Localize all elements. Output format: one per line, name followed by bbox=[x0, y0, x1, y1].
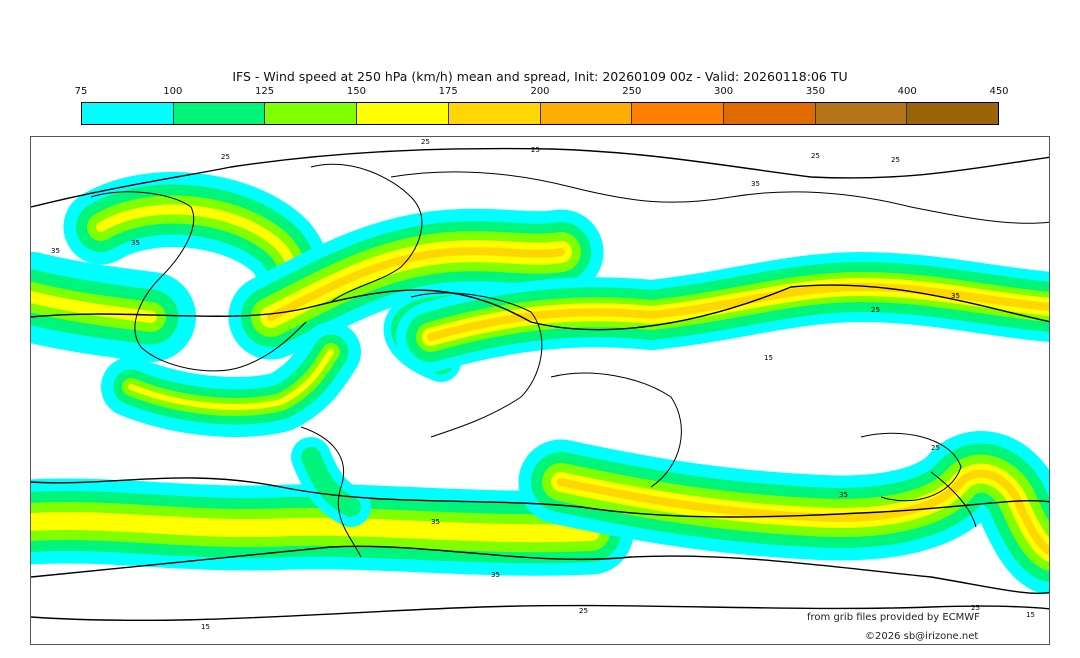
contour-label: 35 bbox=[431, 518, 440, 526]
jet-band-4-level-4 bbox=[427, 283, 1049, 341]
data-source-credit: from grib files provided by ECMWF bbox=[807, 612, 980, 623]
colorbar-tick: 75 bbox=[74, 86, 88, 97]
colorbar-segment-2 bbox=[265, 103, 358, 124]
contour-label: 35 bbox=[491, 571, 500, 579]
colorbar-tick: 150 bbox=[346, 86, 366, 97]
contour-label: 35 bbox=[751, 180, 760, 188]
map-canvas: 25 25 25 35 35 25 25 35 15 25 35 35 25 35 15 25 25 35 15 bbox=[31, 138, 1049, 631]
colorbar-tick: 200 bbox=[530, 86, 550, 97]
contour-label: 25 bbox=[971, 604, 980, 612]
contour-label: 35 bbox=[951, 292, 960, 300]
colorbar-segment-6 bbox=[632, 103, 724, 124]
contour-label: 15 bbox=[201, 623, 210, 631]
colorbar-segment-4 bbox=[448, 103, 541, 124]
jet-band-5-level-3 bbox=[128, 349, 334, 410]
chart-title: IFS - Wind speed at 250 hPa (km/h) mean … bbox=[232, 69, 848, 84]
wind-speed-map: 25 25 25 35 35 25 25 35 15 25 35 35 25 35 15 25 25 35 15 bbox=[30, 136, 1050, 645]
jet-band-2-level-4 bbox=[267, 247, 565, 321]
coastlines bbox=[90, 163, 1049, 558]
colorbar-tick: 125 bbox=[255, 86, 275, 97]
contour-label: 25 bbox=[579, 607, 588, 615]
colorbar-tick: 300 bbox=[714, 86, 734, 97]
colorbar bbox=[81, 102, 999, 125]
colorbar-segment-5 bbox=[540, 103, 633, 124]
contour-label: 35 bbox=[51, 247, 60, 255]
contour-label: 35 bbox=[839, 491, 848, 499]
contour-label: 25 bbox=[931, 444, 940, 452]
colorbar-segment-9 bbox=[907, 103, 999, 124]
jet-band-7-level-1 bbox=[301, 447, 361, 517]
colorbar-segment-8 bbox=[815, 103, 908, 124]
jet-band-0-level-3 bbox=[31, 291, 157, 323]
colorbar-tick: 450 bbox=[989, 86, 1009, 97]
contour-label: 15 bbox=[764, 354, 773, 362]
contours bbox=[31, 147, 1049, 622]
colorbar-segment-0 bbox=[82, 103, 174, 124]
colorbar-tick: 350 bbox=[805, 86, 825, 97]
contour-label: 25 bbox=[421, 138, 430, 146]
colorbar-tick: 400 bbox=[897, 86, 917, 97]
contour-label: 25 bbox=[221, 153, 230, 161]
contour-label: 15 bbox=[1026, 611, 1035, 619]
contour-label: 25 bbox=[811, 152, 820, 160]
copyright-notice: ©2026 sb@irizone.net bbox=[865, 631, 979, 642]
jet-band-8-level-4 bbox=[557, 469, 1049, 556]
contour-label: 35 bbox=[131, 239, 140, 247]
colorbar-tick: 175 bbox=[438, 86, 458, 97]
colorbar-segment-3 bbox=[357, 103, 449, 124]
jet-band-6-level-3 bbox=[31, 512, 600, 543]
contour-label: 25 bbox=[871, 306, 880, 314]
jet-stream-bands bbox=[31, 172, 1049, 595]
contour-label: 25 bbox=[891, 156, 900, 164]
colorbar-segment-7 bbox=[723, 103, 816, 124]
colorbar-tick: 100 bbox=[163, 86, 183, 97]
colorbar-tick: 250 bbox=[622, 86, 642, 97]
colorbar-segment-1 bbox=[173, 103, 266, 124]
contour-label: 25 bbox=[531, 146, 540, 154]
